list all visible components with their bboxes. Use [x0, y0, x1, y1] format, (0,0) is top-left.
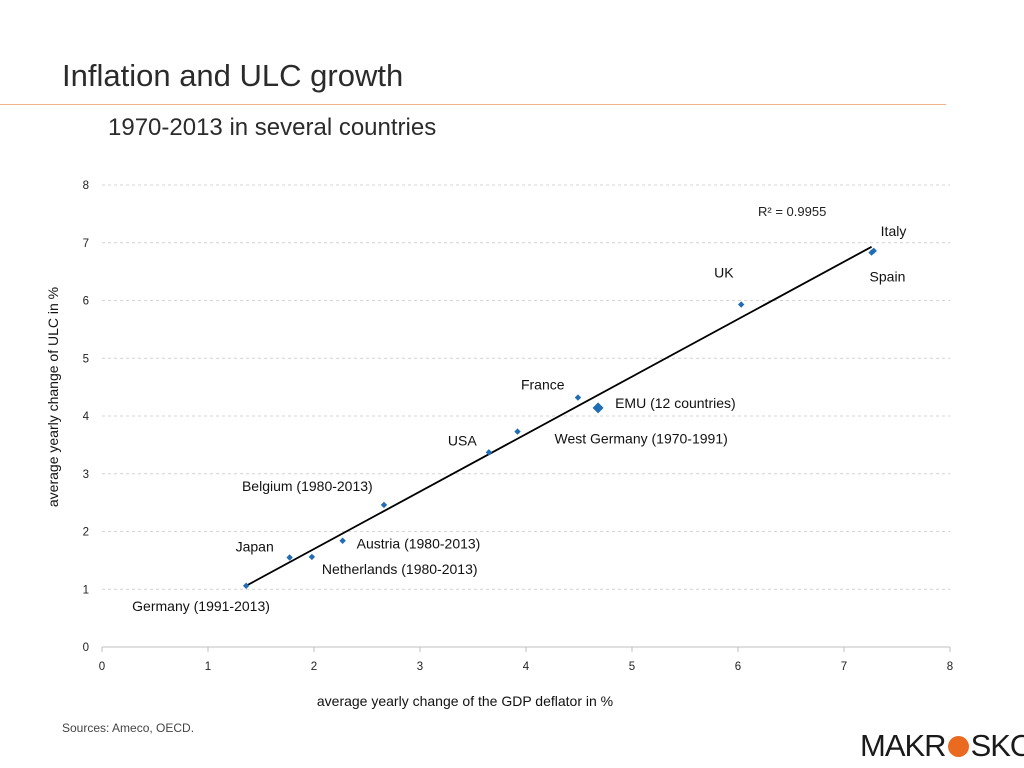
- point-label-west-germany-1970-1991: West Germany (1970-1991): [555, 431, 728, 447]
- y-tick-label: 5: [83, 353, 89, 365]
- data-point-uk: [737, 301, 745, 308]
- point-label-italy: Italy: [881, 223, 907, 239]
- slide-title: Inflation and ULC growth: [62, 58, 404, 93]
- x-tick-label: 1: [205, 661, 211, 673]
- y-tick-label: 0: [83, 642, 89, 654]
- r-squared-label: R² = 0.9955: [758, 204, 826, 219]
- data-point-spain: [868, 249, 875, 256]
- y-tick-label: 2: [83, 527, 89, 539]
- x-tick-label: 8: [947, 661, 953, 673]
- point-label-spain: Spain: [870, 269, 906, 285]
- point-label-austria-1980-2013: Austria (1980-2013): [357, 536, 481, 552]
- y-tick-label: 3: [83, 469, 89, 481]
- data-point-japan: [286, 554, 293, 561]
- data-point-germany-1991-2013: [242, 582, 250, 589]
- slide-subtitle: 1970-2013 in several countries: [108, 114, 437, 141]
- x-tick-label: 5: [629, 661, 635, 673]
- x-tick-label: 7: [841, 661, 847, 673]
- x-axis-title: average yearly change of the GDP deflato…: [317, 693, 613, 709]
- logo-circle-icon: [947, 735, 969, 757]
- trendline: [245, 246, 872, 587]
- point-label-germany-1991-2013: Germany (1991-2013): [132, 598, 270, 614]
- data-point-west-germany-1970-1991: [514, 428, 521, 435]
- point-label-belgium-1980-2013: Belgium (1980-2013): [242, 478, 373, 494]
- point-label-france: France: [521, 377, 565, 393]
- x-tick-label: 6: [735, 661, 741, 673]
- data-point-emu-12-countries: [592, 402, 604, 414]
- x-tick-label: 4: [523, 661, 530, 673]
- point-label-japan: Japan: [236, 538, 274, 554]
- point-label-emu-12-countries: EMU (12 countries): [615, 395, 736, 411]
- logo-text-right: SKOP: [970, 728, 1024, 763]
- data-point-usa: [485, 449, 493, 456]
- point-label-netherlands-1980-2013: Netherlands (1980-2013): [322, 561, 478, 577]
- point-label-usa: USA: [448, 432, 477, 448]
- x-tick-label: 3: [417, 661, 423, 673]
- y-tick-label: 4: [83, 411, 90, 423]
- y-tick-label: 8: [83, 180, 89, 192]
- x-tick-label: 2: [311, 661, 317, 673]
- data-point-france: [574, 394, 582, 401]
- logo-text-left: MAKR: [860, 728, 947, 763]
- data-point-austria-1980-2013: [339, 537, 346, 544]
- makroskop-logo: MAKR SKOP: [860, 728, 1024, 764]
- y-tick-label: 6: [83, 296, 89, 308]
- y-tick-label: 1: [83, 584, 89, 596]
- data-point-belgium-1980-2013: [380, 501, 388, 509]
- point-label-uk: UK: [714, 265, 734, 281]
- y-axis-title: average yearly change of ULC in %: [45, 287, 61, 507]
- x-tick-label: 0: [99, 661, 105, 673]
- sources-note: Sources: Ameco, OECD.: [62, 721, 195, 735]
- y-tick-label: 7: [83, 238, 89, 250]
- data-point-netherlands-1980-2013: [308, 553, 316, 561]
- title-divider: [0, 104, 946, 105]
- data-point-italy: [870, 247, 877, 255]
